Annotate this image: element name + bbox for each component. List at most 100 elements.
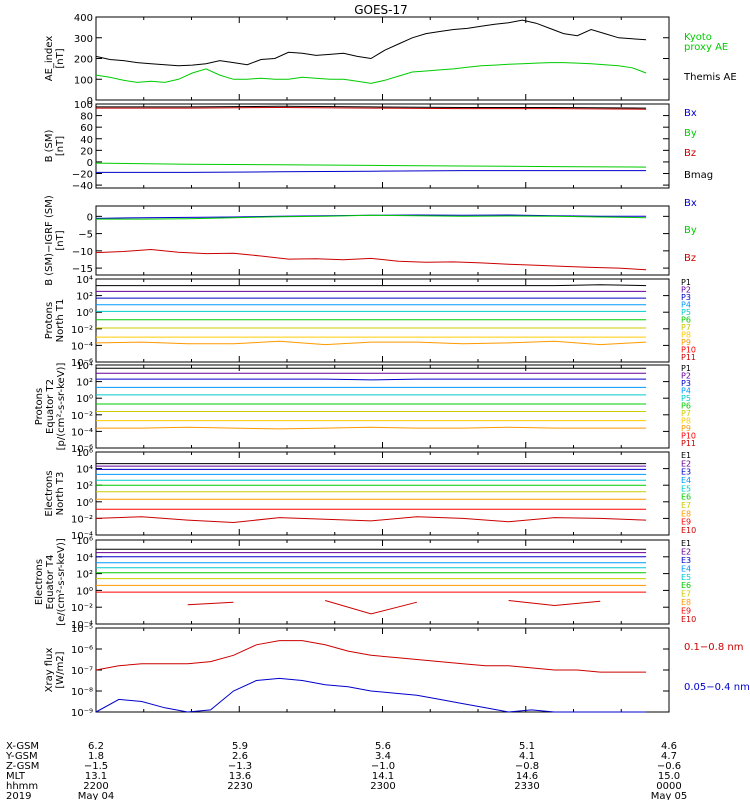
legend-entry: E10 [681,526,696,535]
series-line [96,214,647,220]
ephemeris-value: −1.5 [84,761,108,772]
y-tick-label: −20 [72,170,93,181]
y-tick-label: 300 [74,34,93,45]
legend-entry: P6 [681,316,691,325]
legend-entry: E4 [681,564,691,573]
y-tick-label: 10⁴ [76,465,93,476]
y-tick-label: 10⁻⁷ [71,666,93,677]
ephemeris-value: 0000 [656,781,681,792]
legend-entry: Themis AE [683,72,737,83]
y-tick-label: 60 [80,123,93,134]
y-tick-label: 80 [80,112,93,123]
legend-entry: E5 [681,573,691,582]
panel-frame [95,451,670,536]
plot-title: GOES-17 [354,3,408,17]
legend-entry: P2 [681,372,691,381]
y-tick-label: 10⁰ [76,498,93,509]
ephemeris-value: 4.7 [661,751,677,762]
legend-entry: E7 [681,501,691,510]
y-tick-label: 40 [80,135,93,146]
y-axis-label: Equator T4 [45,555,56,610]
legend-entry: E4 [681,476,691,485]
y-axis-label: North T1 [55,299,66,343]
y-tick-label: 10⁻⁴ [71,341,93,352]
y-tick-label: 10² [76,481,93,492]
series-line [96,105,647,109]
series-line [96,170,647,173]
ephemeris-value: 3.4 [375,751,391,762]
y-axis-label: B (SM)−IGRF (SM) [44,195,55,286]
legend-entry: E6 [681,581,691,590]
y-tick-label: 10⁻⁸ [71,687,93,698]
legend-entry: Bmag [684,170,713,181]
legend-entry: E10 [681,615,696,624]
panel-frame [95,364,670,449]
y-tick-label: 100 [74,75,93,86]
y-tick-label: 10⁻⁶ [71,645,93,656]
ephemeris-value: 2200 [83,781,108,792]
series-line [187,600,601,615]
y-tick-label: −15 [72,264,93,275]
series-line [95,162,647,168]
y-axis-label: Xray flux [44,648,55,693]
y-tick-label: 0 [87,96,93,107]
series-line [95,62,647,84]
y-axis-label: AE_index [44,36,55,82]
legend-entry: P8 [681,417,691,426]
y-tick-label: 10⁻² [71,603,93,614]
series-line [96,378,647,381]
panel-xray: 10⁻⁵ 10⁻⁶ 10⁻⁷ 10⁻⁸ 10⁻⁹ Xray flux [W/m2] 0.1−0… [44,624,750,719]
legend-entry: P3 [681,379,691,388]
y-axis-label: [e/(cm²-s-sr-keV)] [56,538,67,626]
y-tick-label: 10⁻⁴ [71,620,93,631]
ephemeris-value: 13.1 [85,771,107,782]
legend-entry: E1 [681,539,691,548]
y-axis-label: Equator T2 [45,379,56,434]
legend-entry: P1 [681,364,691,373]
y-tick-label: 0 [87,158,93,169]
legend-entry: E2 [681,459,691,468]
ephemeris-value: −1.0 [371,761,395,772]
y-tick-label: 10² [76,570,93,581]
legend-entry: E1 [681,451,691,460]
y-axis-label: [nT] [55,48,66,68]
y-tick-label: 10⁻⁴ [71,531,93,542]
y-axis-label: Electrons [44,470,55,516]
series-line [95,248,647,271]
ephemeris-value: 13.6 [229,771,251,782]
y-tick-label: 10² [76,378,93,389]
y-axis-label: Protons [34,388,45,425]
ephemeris-label: hhmm [6,781,38,792]
ephemeris-value: 5.6 [375,741,391,752]
legend-entry: P7 [681,323,691,332]
legend-entry: E8 [681,598,691,607]
legend-entry: P9 [681,424,691,433]
legend-entry: E9 [681,518,691,527]
y-axis-label: [nT] [55,136,66,156]
ephemeris-value: 5.1 [519,741,535,752]
series-line [96,284,647,287]
y-tick-label: 10² [76,292,93,303]
y-tick-label: 10⁴ [76,275,93,286]
y-tick-label: 10⁶ [76,448,93,459]
ephemeris-value: −0.6 [657,761,681,772]
ephemeris-label: 2019 [6,791,31,800]
legend-entry: E3 [681,556,691,565]
y-tick-label: 20 [80,146,93,157]
legend-entry: P4 [681,387,691,396]
legend-entry: 0.05−0.4 nm [684,682,750,693]
legend-entry: E7 [681,590,691,599]
panel-b_igrf: 0 −5 −10 −15 B (SM)−IGRF (SM) [nT] Bx By Bz [44,195,697,286]
y-axis-label: Electrons [34,559,45,605]
y-tick-label: 10⁻⁹ [71,708,93,719]
ephemeris-label: MLT [6,771,26,782]
y-tick-label: 10⁻⁶ [71,444,93,455]
y-axis-label: North T3 [55,472,66,516]
legend-entry: Bx [684,198,697,209]
series-line [95,516,647,524]
legend-entry: By [684,128,697,139]
legend-entry: P10 [681,346,696,355]
legend-entry: 0.1−0.8 nm [684,642,743,653]
panel-frame [95,103,670,189]
